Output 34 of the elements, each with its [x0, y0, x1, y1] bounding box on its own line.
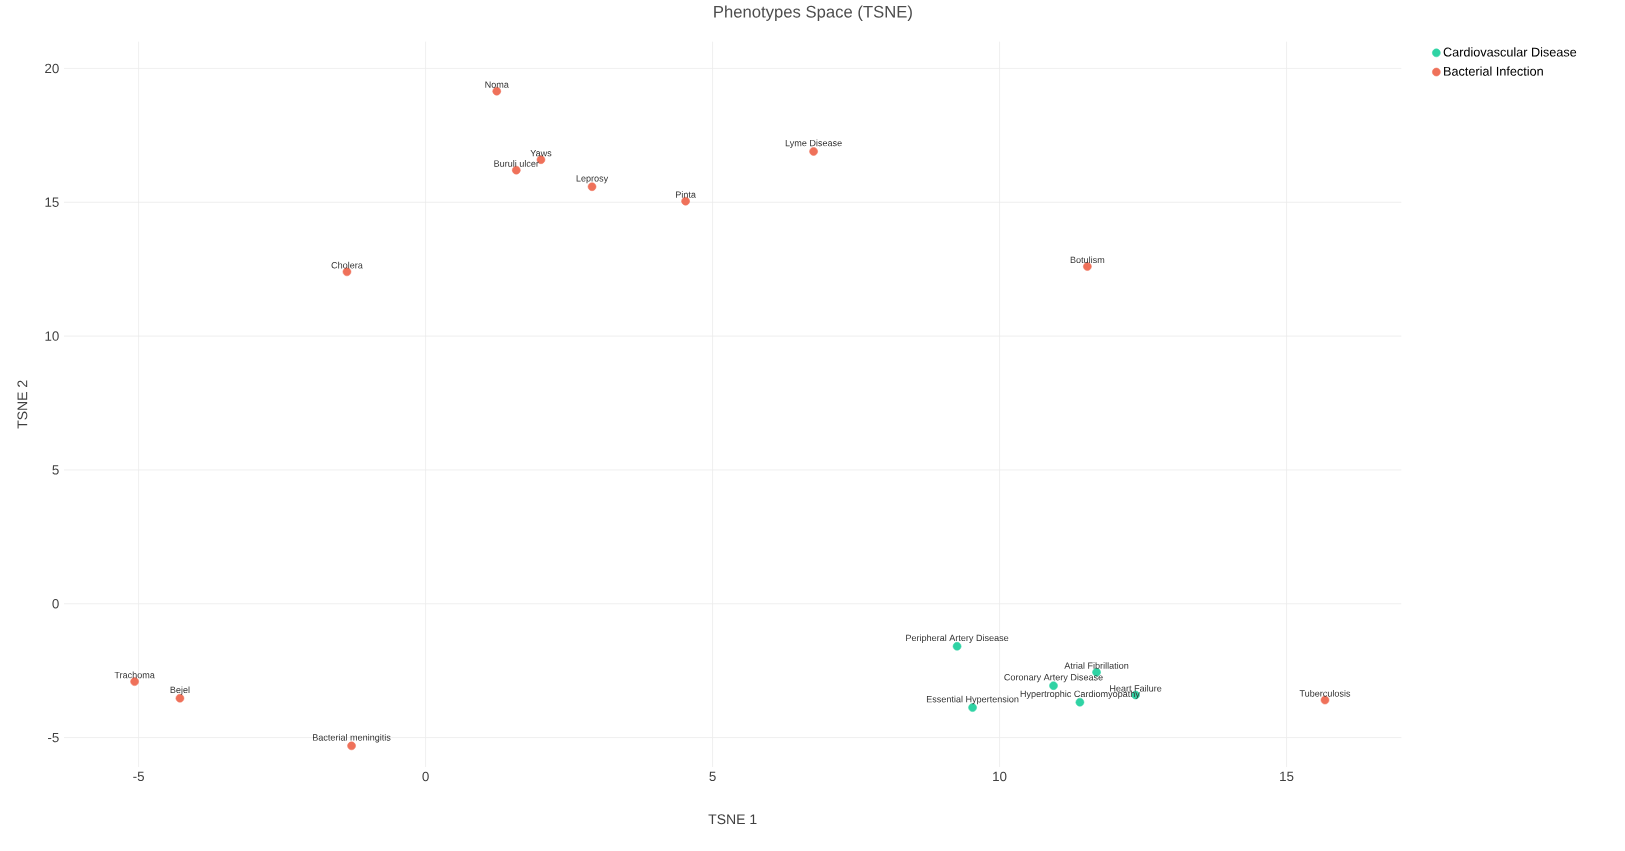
x-tick-label: 15 [1280, 771, 1294, 782]
data-label: Trachoma [114, 671, 155, 679]
x-tick-label: 10 [993, 771, 1007, 782]
data-label: Tuberculosis [1299, 690, 1351, 697]
data-label: Pinta [676, 191, 696, 198]
data-label: Noma [485, 81, 509, 88]
data-label: Lyme Disease [785, 139, 842, 149]
data-label: Botulism [1070, 256, 1105, 264]
y-tick-label: -5 [48, 732, 59, 743]
legend-label: Bacterial Infection [1444, 66, 1543, 76]
y-tick-label: 15 [45, 197, 59, 207]
data-label: Bacterial meningitis [313, 734, 391, 743]
data-label: Leprosy [576, 175, 609, 184]
data-label: Bejel [170, 686, 190, 695]
x-axis-title: TSNE 1 [708, 814, 757, 825]
x-tick-label: 0 [422, 771, 429, 782]
x-tick-label: -5 [133, 771, 144, 782]
data-label: Coronary Artery Disease [1004, 673, 1103, 683]
legend-label: Cardiovascular Disease [1443, 47, 1577, 57]
data-label: Peripheral Artery Disease [906, 634, 1009, 643]
data-label: Cholera [331, 261, 363, 269]
point [809, 147, 818, 156]
chart-title: Phenotypes Space (TSNE) [714, 5, 912, 21]
data-label: Buruli ulcer [494, 160, 539, 167]
data-label: Yaws [530, 149, 552, 157]
y-tick-label: 10 [45, 331, 59, 341]
data-label: Essential Hypertension [926, 695, 1019, 705]
data-label: Atrial Fibrillation [1064, 662, 1129, 669]
x-tick-label: 5 [709, 771, 716, 782]
y-tick-label: 5 [52, 465, 59, 475]
y-axis-title: TSNE 2 [17, 380, 28, 429]
y-tick-label: 0 [52, 599, 59, 609]
data-label: Heart Failure [1110, 684, 1162, 692]
y-tick-label: 20 [45, 63, 59, 74]
